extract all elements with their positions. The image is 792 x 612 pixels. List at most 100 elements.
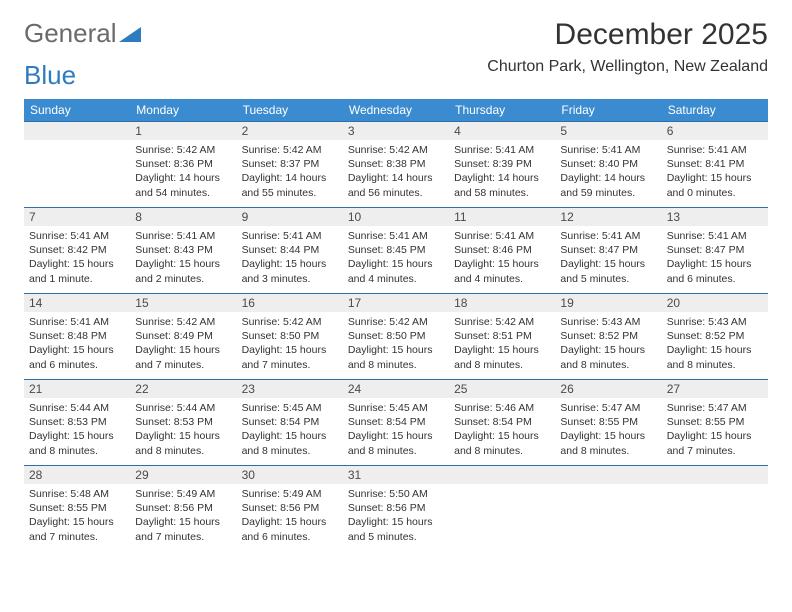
weekday-header: Sunday xyxy=(24,99,130,121)
sunset: Sunset: 8:53 PM xyxy=(29,415,125,429)
calendar-cell: 11 Sunrise: 5:41 AMSunset: 8:46 PMDayligh… xyxy=(449,207,555,293)
sunset: Sunset: 8:53 PM xyxy=(135,415,231,429)
day-details: Sunrise: 5:43 AMSunset: 8:52 PMDaylight:… xyxy=(560,315,656,372)
day-number: 31 xyxy=(343,465,449,484)
calendar-cell: 14Sunrise: 5:41 AMSunset: 8:48 PMDayligh… xyxy=(24,293,130,379)
daylight: Daylight: 15 hours and 5 minutes. xyxy=(560,257,656,285)
day-number: 3 xyxy=(343,121,449,140)
weekday-header: Tuesday xyxy=(237,99,343,121)
calendar-cell: 10Sunrise: 5:41 AMSunset: 8:45 PMDayligh… xyxy=(343,207,449,293)
logo-triangle-icon xyxy=(119,18,141,49)
daylight: Daylight: 15 hours and 6 minutes. xyxy=(29,343,125,371)
day-number: 1 xyxy=(130,121,236,140)
sunset: Sunset: 8:47 PM xyxy=(667,243,763,257)
calendar-cell: 2Sunrise: 5:42 AMSunset: 8:37 PMDaylight… xyxy=(237,121,343,207)
calendar-cell: 3Sunrise: 5:42 AMSunset: 8:38 PMDaylight… xyxy=(343,121,449,207)
sunrise: Sunrise: 5:41 AM xyxy=(667,229,763,243)
daylight: Daylight: 14 hours and 54 minutes. xyxy=(135,171,231,199)
day-number: 26 xyxy=(555,379,661,398)
calendar-cell: 30 Sunrise: 5:49 AMSunset: 8:56 PMDayligh… xyxy=(237,465,343,551)
sunrise: Sunrise: 5:49 AM xyxy=(135,487,231,501)
day-details: Sunrise: 5:47 AMSunset: 8:55 PMDaylight:… xyxy=(667,401,763,458)
calendar-cell: 26Sunrise: 5:47 AMSunset: 8:55 PMDayligh… xyxy=(555,379,661,465)
day-number: 19 xyxy=(555,293,661,312)
daylight: Daylight: 14 hours and 56 minutes. xyxy=(348,171,444,199)
calendar-cell xyxy=(662,465,768,551)
location: Churton Park, Wellington, New Zealand xyxy=(487,58,768,76)
daylight: Daylight: 15 hours and 2 minutes. xyxy=(135,257,231,285)
logo-word1: General xyxy=(24,18,117,49)
sunrise: Sunrise: 5:41 AM xyxy=(135,229,231,243)
day-number xyxy=(24,121,130,140)
daylight: Daylight: 15 hours and 8 minutes. xyxy=(560,429,656,457)
sunset: Sunset: 8:54 PM xyxy=(454,415,550,429)
sunset: Sunset: 8:40 PM xyxy=(560,157,656,171)
day-details: Sunrise: 5:42 AMSunset: 8:50 PMDaylight:… xyxy=(242,315,338,372)
sunrise: Sunrise: 5:44 AM xyxy=(135,401,231,415)
sunrise: Sunrise: 5:49 AM xyxy=(242,487,338,501)
sunrise: Sunrise: 5:48 AM xyxy=(29,487,125,501)
day-details: Sunrise: 5:41 AMSunset: 8:48 PMDaylight:… xyxy=(29,315,125,372)
daylight: Daylight: 15 hours and 0 minutes. xyxy=(667,171,763,199)
day-details: Sunrise: 5:41 AMSunset: 8:46 PMDaylight:… xyxy=(454,229,550,286)
daylight: Daylight: 15 hours and 6 minutes. xyxy=(242,515,338,543)
day-details: Sunrise: 5:41 AMSunset: 8:47 PMDaylight:… xyxy=(667,229,763,286)
sunset: Sunset: 8:56 PM xyxy=(242,501,338,515)
sunrise: Sunrise: 5:42 AM xyxy=(135,315,231,329)
sunrise: Sunrise: 5:44 AM xyxy=(29,401,125,415)
daylight: Daylight: 15 hours and 4 minutes. xyxy=(348,257,444,285)
day-details: Sunrise: 5:45 AMSunset: 8:54 PMDaylight:… xyxy=(242,401,338,458)
daylight: Daylight: 15 hours and 8 minutes. xyxy=(454,343,550,371)
calendar-cell: 6Sunrise: 5:41 AMSunset: 8:41 PMDaylight… xyxy=(662,121,768,207)
day-details: Sunrise: 5:49 AMSunset: 8:56 PMDaylight:… xyxy=(242,487,338,544)
day-details: Sunrise: 5:45 AMSunset: 8:54 PMDaylight:… xyxy=(348,401,444,458)
day-number: 16 xyxy=(237,293,343,312)
day-number: 22 xyxy=(130,379,236,398)
day-number: 30 xyxy=(237,465,343,484)
sunset: Sunset: 8:36 PM xyxy=(135,157,231,171)
day-number xyxy=(449,465,555,484)
daylight: Daylight: 14 hours and 55 minutes. xyxy=(242,171,338,199)
daylight: Daylight: 15 hours and 7 minutes. xyxy=(29,515,125,543)
sunrise: Sunrise: 5:41 AM xyxy=(667,143,763,157)
calendar-table: SundayMondayTuesdayWednesdayThursdayFrid… xyxy=(24,99,768,551)
sunset: Sunset: 8:47 PM xyxy=(560,243,656,257)
daylight: Daylight: 15 hours and 7 minutes. xyxy=(242,343,338,371)
calendar-cell: 4Sunrise: 5:41 AMSunset: 8:39 PMDaylight… xyxy=(449,121,555,207)
day-number: 12 xyxy=(555,207,661,226)
sunrise: Sunrise: 5:42 AM xyxy=(454,315,550,329)
calendar-header-row: SundayMondayTuesdayWednesdayThursdayFrid… xyxy=(24,99,768,121)
calendar-cell: 1 Sunrise: 5:42 AMSunset: 8:36 PMDaylight… xyxy=(130,121,236,207)
calendar-cell: 16 Sunrise: 5:42 AMSunset: 8:50 PMDayligh… xyxy=(237,293,343,379)
sunset: Sunset: 8:52 PM xyxy=(667,329,763,343)
calendar-cell: 22 Sunrise: 5:44 AMSunset: 8:53 PMDayligh… xyxy=(130,379,236,465)
day-details: Sunrise: 5:42 AMSunset: 8:50 PMDaylight:… xyxy=(348,315,444,372)
calendar-cell xyxy=(24,121,130,207)
calendar-cell: 29 Sunrise: 5:49 AMSunset: 8:56 PMDayligh… xyxy=(130,465,236,551)
day-details: Sunrise: 5:42 AMSunset: 8:36 PMDaylight:… xyxy=(135,143,231,200)
day-number: 20 xyxy=(662,293,768,312)
day-details: Sunrise: 5:44 AMSunset: 8:53 PMDaylight:… xyxy=(135,401,231,458)
sunrise: Sunrise: 5:41 AM xyxy=(454,229,550,243)
day-details: Sunrise: 5:41 AMSunset: 8:47 PMDaylight:… xyxy=(560,229,656,286)
day-number: 29 xyxy=(130,465,236,484)
day-number: 28 xyxy=(24,465,130,484)
sunset: Sunset: 8:55 PM xyxy=(29,501,125,515)
sunrise: Sunrise: 5:41 AM xyxy=(560,143,656,157)
day-number: 11 xyxy=(449,207,555,226)
sunset: Sunset: 8:42 PM xyxy=(29,243,125,257)
calendar-cell: 15Sunrise: 5:42 AMSunset: 8:49 PMDayligh… xyxy=(130,293,236,379)
day-details: Sunrise: 5:49 AMSunset: 8:56 PMDaylight:… xyxy=(135,487,231,544)
calendar-cell xyxy=(449,465,555,551)
day-details: Sunrise: 5:50 AMSunset: 8:56 PMDaylight:… xyxy=(348,487,444,544)
sunrise: Sunrise: 5:42 AM xyxy=(242,315,338,329)
sunset: Sunset: 8:46 PM xyxy=(454,243,550,257)
sunset: Sunset: 8:38 PM xyxy=(348,157,444,171)
sunset: Sunset: 8:54 PM xyxy=(348,415,444,429)
day-number: 6 xyxy=(662,121,768,140)
day-details: Sunrise: 5:41 AMSunset: 8:42 PMDaylight:… xyxy=(29,229,125,286)
day-number: 23 xyxy=(237,379,343,398)
sunset: Sunset: 8:50 PM xyxy=(348,329,444,343)
calendar-cell: 23 Sunrise: 5:45 AMSunset: 8:54 PMDayligh… xyxy=(237,379,343,465)
weekday-header: Monday xyxy=(130,99,236,121)
